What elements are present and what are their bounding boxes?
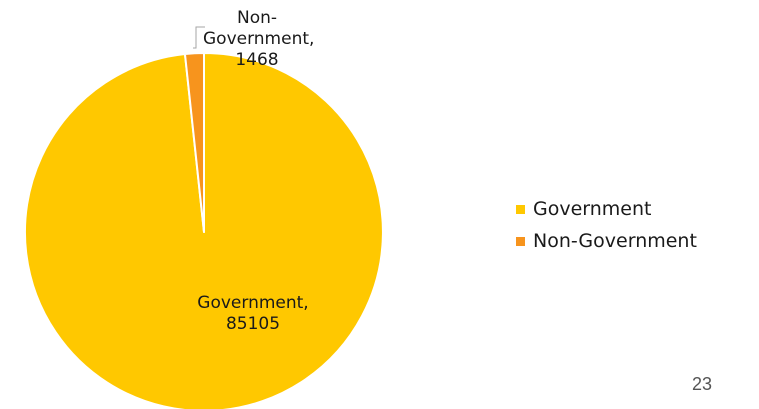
legend-swatch-non-government (516, 236, 525, 246)
legend: Government Non-Government (516, 193, 697, 257)
legend-item-non-government: Non-Government (516, 225, 697, 257)
data-label-non-government: Non- Government, 1468 (203, 8, 315, 70)
data-label-government: Government, 85105 (197, 293, 309, 334)
legend-item-government: Government (516, 193, 697, 225)
pie-slice-government (23, 52, 384, 409)
page-number: 23 (692, 374, 713, 394)
legend-swatch-government (516, 204, 525, 214)
data-label-leader-line (193, 26, 205, 49)
pie-slice-non-government (183, 51, 205, 233)
legend-label-non-government: Non-Government (533, 230, 697, 252)
legend-label-government: Government (533, 198, 652, 220)
